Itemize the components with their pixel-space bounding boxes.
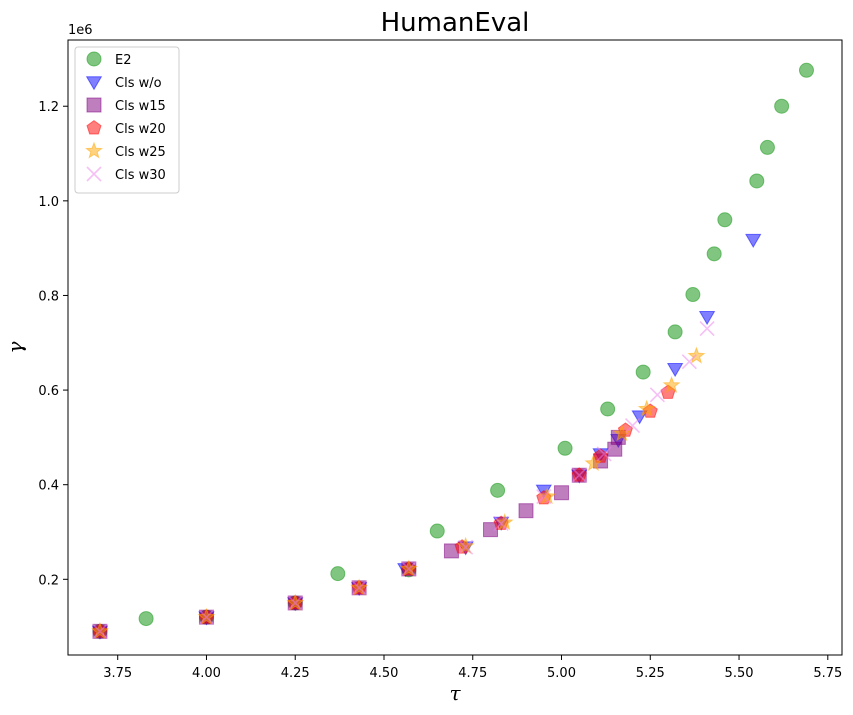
y-tick-label: 0.4 xyxy=(38,479,59,494)
data-point xyxy=(798,62,814,78)
legend-marker xyxy=(85,76,103,91)
y-tick-label: 1.0 xyxy=(38,195,59,210)
x-tick-label: 5.50 xyxy=(725,666,754,681)
data-point xyxy=(456,536,475,554)
data-point xyxy=(584,453,603,472)
data-point xyxy=(662,375,681,394)
data-point xyxy=(635,364,651,380)
legend-marker xyxy=(86,166,102,182)
data-point xyxy=(600,401,616,417)
data-point xyxy=(330,566,346,582)
y-tick-label: 0.2 xyxy=(38,573,59,588)
data-point xyxy=(667,324,683,340)
data-point xyxy=(554,485,570,501)
series-cls-w30 xyxy=(92,321,715,639)
data-point xyxy=(699,321,715,337)
data-point xyxy=(706,246,722,262)
data-point xyxy=(401,561,417,577)
x-tick-label: 4.00 xyxy=(192,666,221,681)
y-tick-label: 0.8 xyxy=(38,289,59,304)
legend-label: Cls w20 xyxy=(115,122,166,137)
legend-label: Cls w15 xyxy=(115,99,166,114)
data-point xyxy=(685,287,701,303)
y-axis: 0.2 0.4 0.6 0.8 1.0 1.2 xyxy=(38,100,68,588)
x-axis-title: τ xyxy=(449,681,461,705)
legend: E2 Cls w/o Cls w15 Cls w20 Cls w25 Cls w30 xyxy=(74,46,180,194)
data-point xyxy=(745,233,762,248)
y-tick-label: 0.6 xyxy=(38,384,59,399)
y-tick-label: 1.2 xyxy=(38,100,59,115)
legend-box xyxy=(74,46,180,194)
data-point xyxy=(774,98,790,114)
data-point xyxy=(571,467,587,483)
x-tick-label: 4.25 xyxy=(281,666,310,681)
x-tick-label: 5.25 xyxy=(636,666,665,681)
y-axis-offset-label: 1e6 xyxy=(68,23,93,38)
x-tick-label: 4.75 xyxy=(458,666,487,681)
data-point xyxy=(637,399,656,417)
data-point xyxy=(666,363,684,378)
data-point xyxy=(717,212,733,228)
data-point xyxy=(624,417,641,434)
axes-frame xyxy=(67,39,843,656)
data-point xyxy=(458,539,474,555)
data-point xyxy=(495,513,514,531)
data-point xyxy=(592,448,609,463)
x-tick-label: 5.75 xyxy=(813,666,842,681)
legend-marker xyxy=(86,97,102,113)
data-point xyxy=(287,595,303,611)
data-point xyxy=(92,623,108,639)
data-point xyxy=(493,515,509,532)
data-point xyxy=(518,503,534,519)
legend-marker xyxy=(86,120,102,135)
legend-marker xyxy=(84,141,104,159)
data-point xyxy=(698,311,716,326)
legend-label: Cls w/o xyxy=(115,76,162,91)
x-tick-label: 5.00 xyxy=(547,666,576,681)
y-axis-title: γ xyxy=(3,341,27,353)
data-point xyxy=(490,482,506,498)
data-point xyxy=(557,440,573,456)
x-axis: 3.75 4.00 4.25 4.50 4.75 5.00 5.25 5.50 5.75 xyxy=(103,655,842,681)
data-point xyxy=(596,446,612,462)
plot-area xyxy=(90,62,814,640)
legend-label: Cls w25 xyxy=(115,145,166,160)
data-point xyxy=(198,609,215,625)
data-point xyxy=(429,523,445,539)
data-point xyxy=(351,580,367,596)
data-point xyxy=(536,488,552,505)
data-point xyxy=(759,139,775,155)
legend-label: E2 xyxy=(115,53,132,68)
data-point xyxy=(749,173,765,189)
x-tick-label: 4.50 xyxy=(370,666,399,681)
data-point xyxy=(138,611,154,627)
legend-label: Cls w30 xyxy=(115,168,166,183)
data-point xyxy=(649,387,665,403)
data-point xyxy=(681,354,697,370)
legend-marker xyxy=(86,51,102,67)
x-tick-label: 3.75 xyxy=(103,666,132,681)
chart-title: HumanEval xyxy=(381,8,530,38)
